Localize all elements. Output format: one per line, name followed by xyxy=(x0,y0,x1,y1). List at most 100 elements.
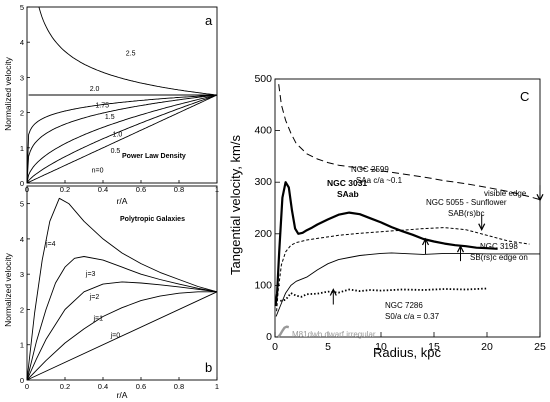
panel-b: b Normalized velocity r/A Polytropic Gal… xyxy=(3,185,219,400)
x-tick-label: 0.4 xyxy=(98,185,108,194)
y-tick-label: 4 xyxy=(20,235,24,244)
panel-c-axes: 0 5 10 15 20 25 0 100 200 300 400 500 xyxy=(254,73,546,353)
y-tick-label: 5 xyxy=(20,200,24,209)
power-law-curve xyxy=(26,94,218,184)
panel-c-ylabel: Tangential velocity, km/s xyxy=(228,135,243,275)
power-law-curve xyxy=(38,6,218,96)
y-tick-label: 500 xyxy=(254,73,272,85)
x-tick-label: 10 xyxy=(375,341,387,353)
polytrope-curve-label: j=0 xyxy=(110,333,121,340)
panel-a-xlabel: r/A xyxy=(117,196,128,206)
ngc3031-name: NGC 3031 xyxy=(327,178,367,188)
edge-arrow-icon xyxy=(421,237,430,254)
panel-c-curves xyxy=(274,84,541,338)
rotation-curve-ngc-3198 xyxy=(275,252,540,317)
x-tick-label: 15 xyxy=(428,341,440,353)
ngc2599-name: NGC 2599 xyxy=(351,165,389,174)
x-tick-label: 5 xyxy=(325,341,331,353)
polytrope-curve xyxy=(26,291,218,381)
panel-c-xlabel: Radius, kpc xyxy=(373,345,441,360)
x-tick-label: 0.6 xyxy=(136,185,146,194)
power-law-curve xyxy=(26,94,218,184)
panel-c-letter: C xyxy=(520,89,529,104)
panel-b-axes: 0 0.2 0.4 0.6 0.8 1 0 1 2 3 4 5 xyxy=(20,185,219,391)
x-tick-label: 0.8 xyxy=(174,185,184,194)
ngc5055-type: SAB(rs)bc xyxy=(448,209,484,218)
edge-arrow-icon xyxy=(456,244,465,262)
power-law-curve xyxy=(26,94,218,184)
y-tick-label: 3 xyxy=(20,73,24,82)
power-law-curve-label: 1.0 xyxy=(113,132,123,139)
polytrope-curve-label: j=4 xyxy=(45,241,56,248)
x-tick-label: 0.2 xyxy=(60,185,70,194)
polytrope-curve xyxy=(26,291,217,381)
panel-b-xlabel: r/A xyxy=(117,390,128,400)
y-tick-label: 2 xyxy=(20,109,24,118)
plot-frame xyxy=(274,78,541,338)
x-tick-label: 0.8 xyxy=(174,382,184,391)
y-tick-label: 0 xyxy=(20,179,24,188)
polytrope-curve xyxy=(26,197,218,381)
x-tick-label: 0.2 xyxy=(60,382,70,391)
polytrope-curve-label: j=2 xyxy=(89,294,100,301)
panel-c: C Tangential velocity, km/s Radius, kpc … xyxy=(228,73,546,360)
power-law-curve xyxy=(26,94,218,184)
edge-arrow-icon xyxy=(329,288,337,305)
panel-a-ylabel: Normalized velocity xyxy=(3,56,13,130)
panel-a-title: Power Law Density xyxy=(122,153,186,160)
polytrope-curve-label: j=3 xyxy=(85,271,96,278)
x-tick-label: 0 xyxy=(272,341,278,353)
panel-b-title: Polytropic Galaxies xyxy=(120,216,185,223)
y-tick-label: 1 xyxy=(20,144,24,153)
polytrope-curve xyxy=(26,256,218,381)
panel-b-ylabel: Normalized velocity xyxy=(3,252,13,326)
rotation-curve-ngc-5055 xyxy=(276,227,530,312)
y-tick-label: 1 xyxy=(20,341,24,350)
y-tick-label: 5 xyxy=(20,3,24,12)
y-tick-label: 4 xyxy=(20,38,24,47)
x-tick-label: 0 xyxy=(25,382,29,391)
power-law-curve-label: 1.75 xyxy=(95,102,109,109)
polytrope-curve-label: j=1 xyxy=(93,316,104,323)
rotation-curve-ngc-3031 xyxy=(274,181,498,307)
panel-b-curves xyxy=(26,197,218,381)
x-tick-label: 25 xyxy=(534,341,546,353)
ngc7286-type: S0/a c/a = 0.37 xyxy=(385,312,440,321)
y-tick-label: 400 xyxy=(254,125,272,137)
panel-a: a Normalized velocity r/A Power Law Dens… xyxy=(3,3,219,206)
y-tick-label: 200 xyxy=(254,228,272,240)
panel-a-curves xyxy=(26,6,218,184)
y-tick-label: 3 xyxy=(20,270,24,279)
ngc3031-type: SAab xyxy=(337,189,359,199)
edge-arrow-icon xyxy=(536,185,544,202)
y-tick-label: 2 xyxy=(20,305,24,314)
power-law-curve-label: 2.0 xyxy=(90,86,100,93)
power-law-curve-label: 1.5 xyxy=(105,114,115,121)
x-tick-label: 0.6 xyxy=(136,382,146,391)
ngc7286-name: NGC 7286 xyxy=(385,301,423,310)
power-law-curve xyxy=(26,94,218,184)
panel-a-curve-labels: 2.5 2.0 1.75 1.5 1.0 0.5 n=0 xyxy=(90,51,136,175)
x-tick-label: 0.4 xyxy=(98,382,108,391)
visible-edge-label: visible edge xyxy=(484,189,527,198)
y-tick-label: 100 xyxy=(254,279,272,291)
ngc2599-type: SAa c/a ~0.1 xyxy=(356,176,403,185)
y-tick-label: 300 xyxy=(254,176,272,188)
x-tick-label: 1 xyxy=(215,382,219,391)
y-tick-label: 0 xyxy=(20,376,24,385)
ngc5055-name: NGC 5055 - Sunflower xyxy=(426,198,507,207)
rotation-curve-ngc-7286 xyxy=(280,287,488,302)
power-law-curve-label: 0.5 xyxy=(111,148,121,155)
panel-b-curve-labels: j=4 j=3 j=2 j=1 j=0 xyxy=(45,241,120,340)
y-tick-label: 0 xyxy=(266,331,272,343)
ngc3198-type: SB(rs)c edge on xyxy=(470,253,528,262)
panel-a-letter: a xyxy=(205,13,213,28)
panel-c-edge-arrows xyxy=(329,185,544,305)
m81dwb-label: M81dwb dwarf irregular xyxy=(292,330,376,339)
ngc3198-name: NGC 3198 xyxy=(480,242,518,251)
polytrope-curve xyxy=(26,281,218,381)
panel-b-letter: b xyxy=(205,360,212,375)
power-law-curve-label: n=0 xyxy=(92,167,104,174)
x-tick-label: 20 xyxy=(481,341,493,353)
